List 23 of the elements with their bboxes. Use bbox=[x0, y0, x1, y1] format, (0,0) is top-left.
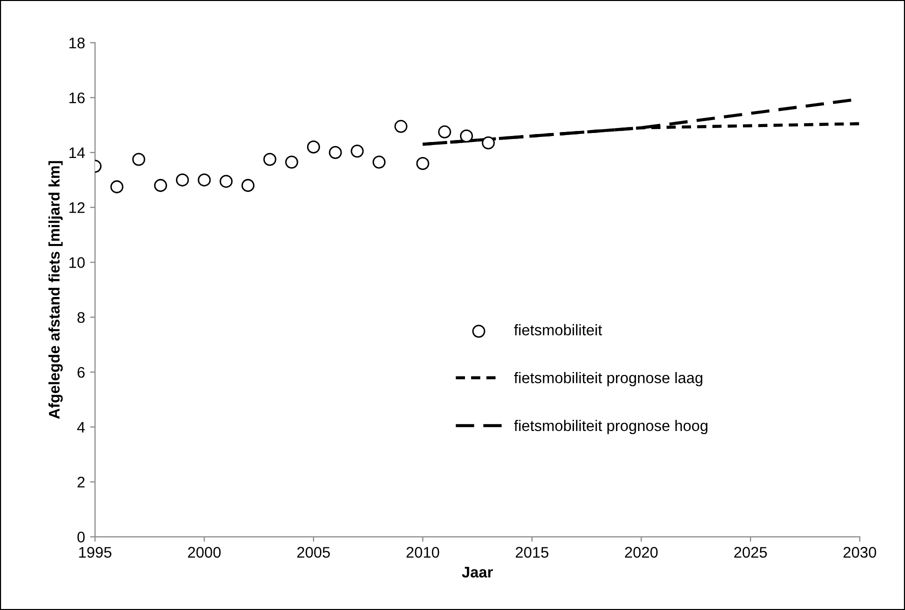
x-tick-label: 2005 bbox=[297, 546, 330, 558]
x-tick-label: 2010 bbox=[406, 546, 440, 558]
x-axis-title: Jaar bbox=[462, 566, 493, 578]
y-tick-label: 12 bbox=[69, 202, 85, 213]
legend-label: fietsmobiliteit prognose laag bbox=[514, 372, 702, 386]
y-tick-label: 2 bbox=[78, 476, 85, 488]
x-tick-label: 2030 bbox=[844, 546, 876, 558]
x-tick-label: 2015 bbox=[516, 546, 548, 558]
y-tick-label: 8 bbox=[77, 312, 85, 323]
y-tick-label: 0 bbox=[77, 532, 85, 542]
y-tick-label: 6 bbox=[78, 366, 85, 378]
legend-label: fietsmobiliteit prognose hoog bbox=[514, 420, 708, 434]
y-tick-label: 10 bbox=[69, 257, 85, 268]
legend-label: fietsmobiliteit bbox=[514, 324, 602, 336]
y-tick-label: 14 bbox=[69, 148, 85, 158]
x-tick-label: 2020 bbox=[625, 546, 658, 558]
y-tick-label: 16 bbox=[69, 92, 85, 104]
y-axis-title: Afgelegde afstand fiets [miljard km] bbox=[48, 161, 63, 419]
x-tick-label: 2000 bbox=[188, 546, 221, 558]
x-tick-label: 1995 bbox=[79, 546, 112, 558]
y-tick-label: 18 bbox=[69, 38, 85, 48]
x-tick-label: 2025 bbox=[734, 546, 767, 558]
y-tick-label: 4 bbox=[77, 422, 85, 433]
